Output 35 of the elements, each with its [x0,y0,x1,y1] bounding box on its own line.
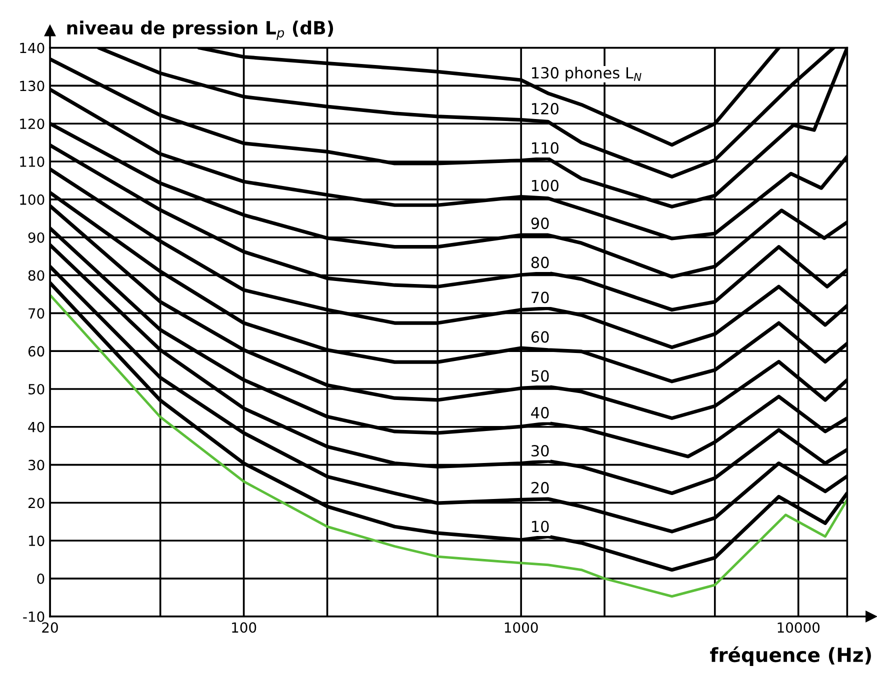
y-tick-label: 140 [20,42,44,54]
series-label: 10 [532,520,549,532]
x-tick-label: 1000 [504,622,538,633]
series-label: 50 [532,370,549,382]
series-label: 90 [531,218,549,230]
series-label: 120 [532,102,558,114]
y-tick-label: 0 [37,574,44,584]
series-label: 70 [532,292,549,304]
y-tick-label: 100 [20,194,44,205]
y-tick-label: 30 [28,460,44,470]
y-tick-label: 110 [20,156,44,167]
y-tick-label: 130 [20,80,44,92]
series-label: 80 [531,256,549,268]
y-tick-label: -10 [23,611,44,622]
y-tick-label: 60 [28,346,44,357]
series-label: 30 [532,444,549,457]
series-label: 40 [531,406,549,418]
y-tick-label: 70 [28,308,44,319]
series-label: 130 phones L$_{N}$ [532,66,642,82]
x-axis-title: fréquence (Hz) [710,646,871,666]
series-label: 20 [531,482,549,494]
x-tick-label: 100 [232,622,256,633]
y-tick-label: 90 [28,232,44,243]
x-tick-label: 10000 [778,622,820,633]
y-tick-label: 20 [28,498,44,508]
y-tick-label: 40 [28,422,44,432]
x-tick-label: 20 [42,622,58,633]
y-tick-label: 80 [28,270,44,281]
y-tick-label: 50 [28,384,44,394]
series-label: 110 [532,142,558,154]
y-axis-title: niveau de pression L$_{p}$ (dB) [67,20,334,40]
series-label: 60 [531,331,549,343]
y-tick-label: 10 [28,536,44,546]
series-label: 100 [532,180,558,192]
y-tick-label: 120 [20,118,44,130]
